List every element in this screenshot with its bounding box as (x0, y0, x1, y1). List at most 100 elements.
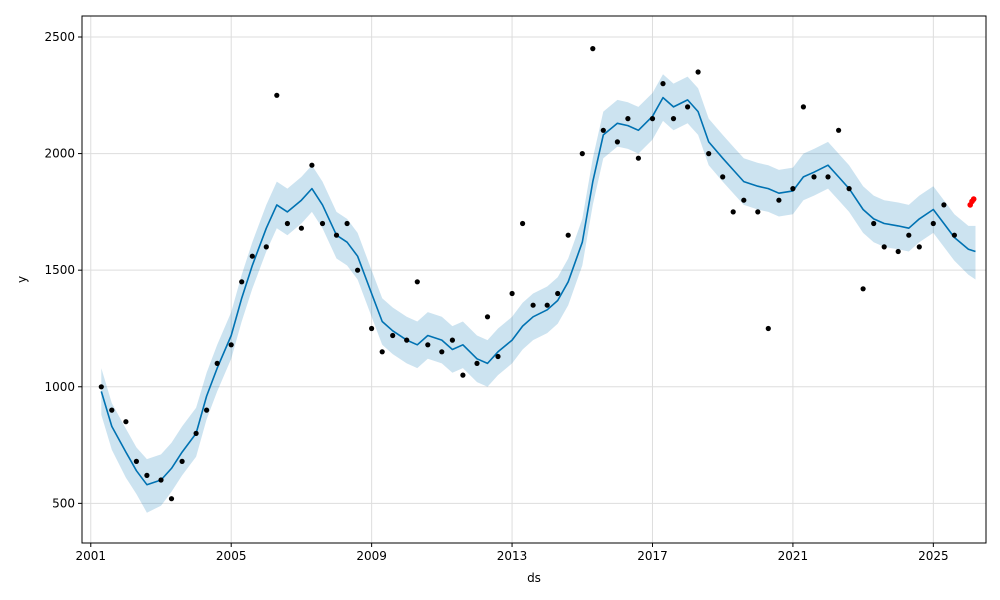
observed-point (509, 290, 515, 297)
observed-point (425, 342, 431, 348)
observed-point (144, 472, 150, 478)
observed-point (544, 302, 550, 308)
observed-point (333, 232, 340, 238)
observed-point (660, 81, 666, 87)
observed-point (123, 419, 129, 425)
x-tick-label: 2025 (918, 549, 949, 563)
observed-point (239, 279, 245, 285)
observed-point (274, 92, 280, 98)
observed-point (98, 384, 104, 390)
observed-point (369, 325, 375, 332)
y-tick-label: 2500 (44, 30, 75, 44)
observed-point (825, 174, 831, 180)
observed-point (344, 220, 350, 227)
observed-point (881, 244, 887, 250)
observed-point (319, 220, 326, 227)
observed-point (298, 225, 304, 231)
observed-points-layer (98, 46, 958, 502)
observed-point (916, 244, 922, 250)
observed-point (860, 286, 866, 292)
observed-point (495, 353, 501, 360)
observed-point (249, 253, 255, 259)
observed-point (439, 349, 445, 355)
x-tick-label: 2005 (216, 549, 247, 563)
observed-point (941, 202, 947, 208)
x-tick-label: 2013 (497, 549, 528, 563)
observed-point (625, 116, 631, 122)
observed-point (614, 139, 621, 145)
observed-point (404, 337, 410, 343)
observed-point (228, 342, 234, 348)
observed-point (214, 360, 220, 366)
observed-point (555, 290, 561, 297)
x-axis-label: ds (527, 571, 541, 585)
x-tick-label: 2001 (76, 549, 107, 563)
observed-point (520, 220, 526, 227)
observed-point (649, 116, 656, 122)
y-tick-label: 1000 (44, 380, 75, 394)
x-axis-ticks: 2001 2005 2009 2013 2017 2021 2025 (76, 543, 949, 563)
observed-point (449, 337, 455, 343)
observed-point (906, 232, 912, 238)
observed-point (741, 197, 747, 203)
observed-point (168, 496, 175, 502)
observed-point (600, 127, 606, 133)
observed-point (460, 372, 466, 378)
observed-point (836, 127, 842, 133)
y-tick-label: 500 (52, 496, 75, 510)
observed-point (565, 232, 571, 238)
forecast-line (100, 96, 976, 486)
observed-point (670, 116, 677, 122)
observed-point (765, 325, 771, 332)
observed-point (158, 477, 164, 483)
uncertainty-band (101, 74, 976, 513)
observed-point (871, 220, 877, 227)
observed-point (790, 186, 796, 192)
y-tick-label: 2000 (44, 147, 75, 161)
x-tick-label: 2021 (778, 549, 809, 563)
observed-point (951, 232, 958, 238)
observed-point (390, 332, 396, 339)
observed-point (414, 279, 420, 285)
observed-point (355, 267, 361, 273)
observed-point (755, 209, 761, 215)
observed-point (484, 314, 491, 320)
recent-point (970, 196, 977, 202)
plot-area-frame (81, 15, 987, 544)
observed-point (590, 46, 596, 52)
observed-point (706, 151, 712, 157)
observed-point (284, 220, 290, 227)
observed-point (695, 69, 701, 75)
observed-point (309, 162, 315, 168)
observed-point (474, 360, 480, 366)
x-tick-label: 2017 (637, 549, 668, 563)
forecast-line-layer (100, 96, 976, 486)
uncertainty-band-layer (101, 74, 976, 513)
observed-point (579, 151, 585, 157)
observed-point (263, 244, 269, 250)
observed-point (800, 104, 807, 110)
x-tick-label: 2009 (356, 549, 387, 563)
observed-point (930, 220, 936, 227)
observed-point (685, 104, 691, 110)
observed-point (895, 248, 901, 255)
observed-point (776, 197, 782, 203)
y-axis-label: y (15, 276, 29, 283)
observed-point (730, 209, 736, 215)
y-axis-ticks: 500 1000 1500 2000 2500 (44, 30, 82, 510)
grid-lines (82, 16, 986, 543)
observed-point (109, 407, 115, 413)
observed-point (846, 186, 852, 192)
observed-point (379, 349, 385, 355)
observed-point (179, 458, 185, 464)
observed-point (193, 430, 199, 436)
observed-point (530, 302, 536, 308)
observed-point (133, 458, 139, 464)
y-tick-label: 1500 (44, 263, 75, 277)
observed-point (811, 174, 817, 180)
observed-point (635, 155, 642, 161)
observed-point (204, 407, 210, 413)
observed-point (720, 174, 726, 180)
recent-points-layer (967, 196, 977, 208)
